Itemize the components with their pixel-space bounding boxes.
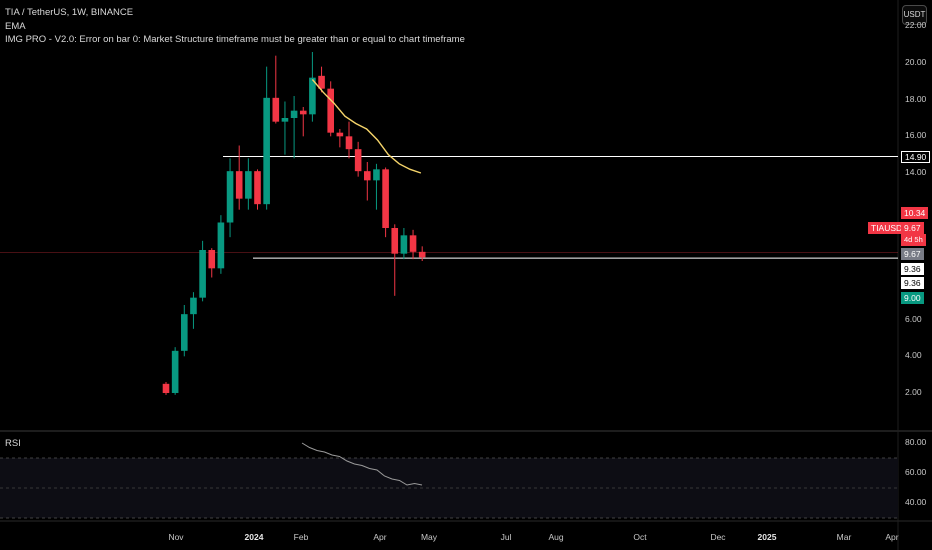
candle-body [235, 171, 243, 199]
time-axis-tick: Oct [633, 532, 647, 542]
chart-legend: TIA / TetherUS, 1W, BINANCE EMA IMG PRO … [5, 6, 465, 47]
rsi-band-fill [0, 458, 898, 518]
price-axis-tick: 6.00 [905, 313, 922, 324]
candle-body [299, 110, 307, 115]
countdown-tag: 4d 5h [901, 234, 926, 246]
candle-body [263, 97, 270, 205]
candle-body [254, 171, 261, 205]
time-axis-tick: Aug [548, 532, 564, 542]
price-axis-tick: 16.00 [905, 130, 927, 141]
time-axis-tick: Dec [710, 532, 726, 542]
price-high-tag: 10.34 [901, 207, 929, 219]
rsi-axis-tick: 40.00 [905, 497, 927, 507]
candle-body [327, 88, 334, 133]
candle-body [272, 97, 280, 122]
time-axis-tick: 2025 [757, 532, 777, 542]
candle-body [190, 297, 197, 315]
candle-body [418, 251, 426, 258]
level-low-tag-1: 9.36 [901, 263, 924, 275]
indicator-error-message[interactable]: IMG PRO - V2.0: Error on bar 0: Market S… [5, 34, 465, 45]
candle-body [171, 350, 179, 393]
candle-body [309, 77, 316, 115]
candle-body [400, 235, 408, 254]
time-axis-tick: Apr [373, 532, 387, 542]
candle-body [281, 117, 289, 122]
symbol-price-tag: TIAUSDT [868, 222, 911, 234]
candle-body [199, 249, 206, 298]
candle-body [409, 235, 417, 252]
price-axis-tick: 22.00 [905, 20, 927, 31]
price-axis-tick: 18.00 [905, 93, 927, 104]
time-axis-tick: Nov [168, 532, 184, 542]
price-axis-tick: 20.00 [905, 57, 927, 67]
grey-price-tag: 9.67 [901, 248, 924, 260]
rsi-line [301, 442, 423, 486]
candle-body [181, 314, 188, 351]
ema-indicator-label[interactable]: EMA [5, 20, 26, 32]
candle-body [345, 136, 353, 150]
candle-body [162, 383, 170, 393]
currency-button[interactable]: USDT [902, 5, 927, 25]
candle-body [208, 249, 216, 269]
last-price-tag: 9.67 [901, 222, 924, 234]
price-axis-tick: 2.00 [905, 386, 922, 397]
time-axis-tick: Jul [500, 532, 512, 542]
time-axis-tick: Mar [836, 532, 852, 542]
candle-body [373, 169, 380, 181]
price-axis-tick: 4.00 [905, 350, 922, 361]
candle-body [217, 222, 225, 269]
candle-body [290, 110, 298, 118]
candle-body [364, 171, 371, 181]
time-axis-tick: Feb [293, 532, 309, 542]
candle-body [354, 149, 362, 172]
level-high-tag: 14.90 [901, 151, 931, 163]
candle-body [336, 132, 344, 137]
candle-body [391, 227, 399, 254]
candle-body [382, 169, 389, 228]
candle-body [226, 171, 234, 223]
rsi-indicator-label[interactable]: RSI [5, 438, 21, 449]
level-low-tag-2: 9.36 [901, 277, 924, 289]
time-axis-tick: Apr [885, 532, 899, 542]
candle-body [318, 75, 325, 89]
rsi-axis-tick: 80.00 [905, 437, 927, 447]
symbol-title[interactable]: TIA / TetherUS, 1W, BINANCE [5, 7, 134, 18]
candle-body [245, 171, 252, 199]
ema-line [311, 79, 422, 174]
time-axis-tick: 2024 [244, 532, 264, 542]
rsi-axis-tick: 60.00 [905, 467, 927, 477]
price-axis-tick: 14.00 [905, 166, 927, 177]
green-price-tag: 9.00 [901, 292, 924, 304]
time-axis-tick: May [420, 532, 438, 542]
